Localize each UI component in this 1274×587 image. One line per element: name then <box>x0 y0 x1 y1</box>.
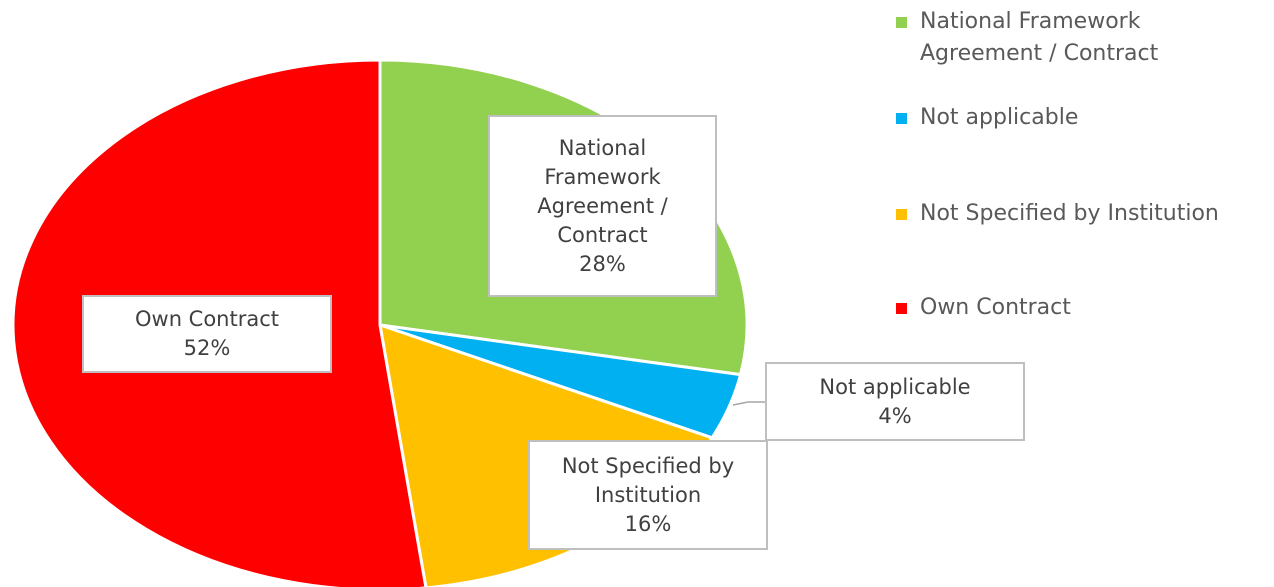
legend-label: National Framework Agreement / Contract <box>920 9 1159 66</box>
label-value: 16% <box>624 511 672 536</box>
legend-item: Not applicable <box>896 102 1266 134</box>
legend-swatch <box>896 303 907 314</box>
data-label: Not applicable 4% <box>765 362 1025 441</box>
legend-swatch <box>896 17 907 28</box>
data-label: National Framework Agreement / Contract 2… <box>488 115 717 297</box>
label-category: Not applicable <box>819 374 971 399</box>
label-category: Own Contract <box>134 307 280 331</box>
legend-label: Not Specified by Institution <box>920 201 1219 226</box>
data-label: Not Specified by Institution 16% <box>528 440 768 550</box>
label-value: 4% <box>878 403 912 428</box>
legend-swatch <box>896 209 907 220</box>
leader-line <box>732 401 765 406</box>
legend-item: National Framework Agreement / Contract <box>896 6 1266 70</box>
data-label: Own Contract 52% <box>82 295 332 373</box>
legend-label: Own Contract <box>920 295 1071 320</box>
legend-item: Own Contract <box>896 292 1266 324</box>
legend-item: Not Specified by Institution <box>896 198 1266 230</box>
label-category: Not Specified by Institution <box>561 453 735 507</box>
legend-label: Not applicable <box>920 105 1079 130</box>
legend-swatch <box>896 113 907 124</box>
label-category: National Framework Agreement / Contract <box>537 135 668 247</box>
label-value: 52% <box>183 336 231 360</box>
label-value: 28% <box>579 251 626 276</box>
